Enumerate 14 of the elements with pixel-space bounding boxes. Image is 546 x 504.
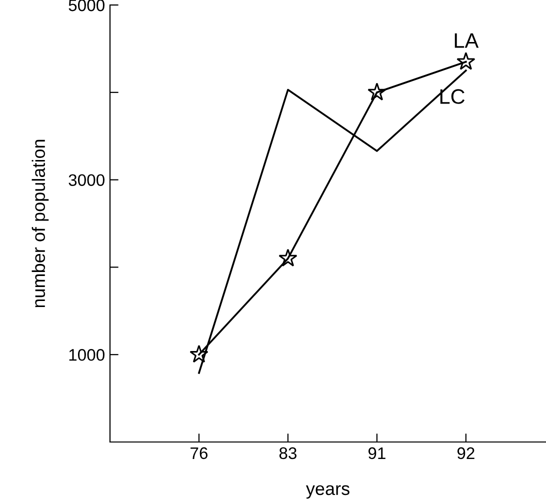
point <box>368 82 386 100</box>
x-tick-label: 83 <box>279 447 296 460</box>
series-label: LA <box>454 33 479 48</box>
series-label: LC <box>440 89 465 104</box>
point <box>190 344 208 363</box>
point <box>456 52 476 70</box>
point <box>278 248 298 267</box>
x-tick-label: 92 <box>457 447 474 460</box>
x-tick-label: 76 <box>190 447 208 460</box>
x-axis-title: years <box>306 485 350 499</box>
y-tick-label: 3000 <box>68 174 104 186</box>
x-tick-label: 91 <box>368 447 386 460</box>
y-axis-title: number of population <box>32 140 49 308</box>
y-tick-label: 1000 <box>69 349 104 361</box>
